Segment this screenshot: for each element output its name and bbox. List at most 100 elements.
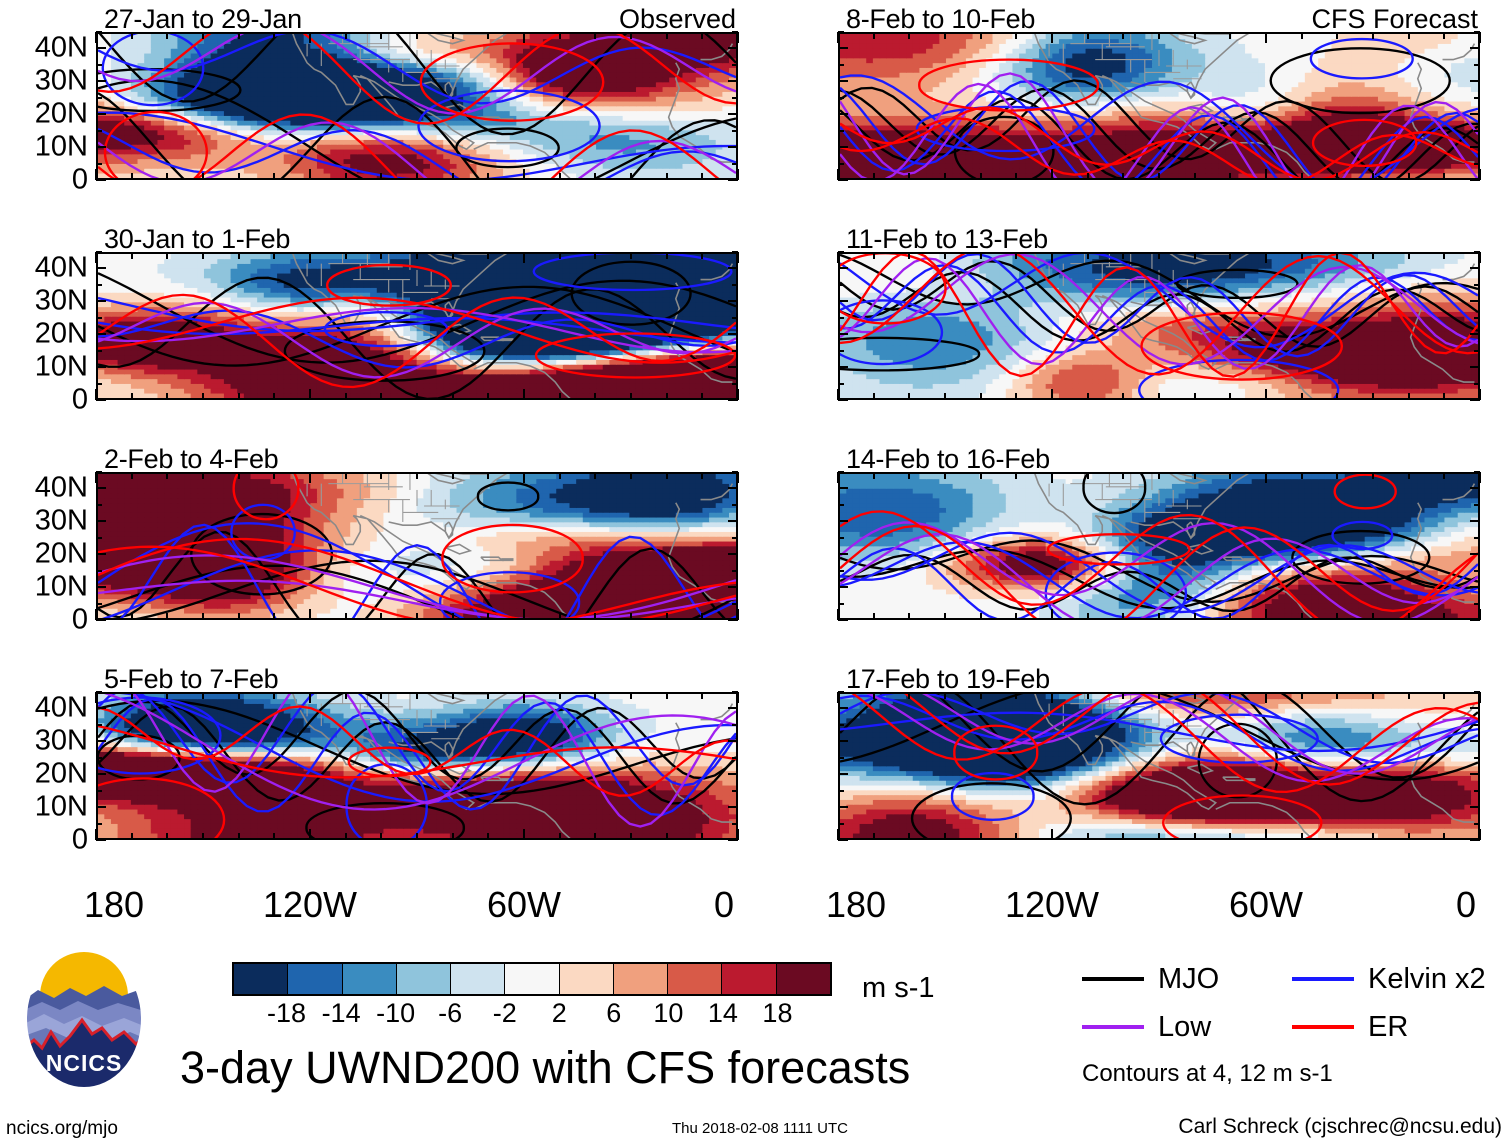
axis-tick-x — [737, 169, 739, 180]
axis-tick-y — [1474, 162, 1480, 165]
contour-legend: MJO Kelvin x2 Low ER Contours at 4, 12 m s-… — [1082, 962, 1502, 1088]
axis-tick-x — [908, 613, 911, 620]
axis-tick-x — [416, 252, 418, 259]
axis-tick-x — [166, 32, 169, 39]
axis-tick-x — [594, 833, 597, 840]
latitude-tick-label: 0 — [72, 384, 88, 417]
axis-tick-x — [630, 252, 632, 259]
axis-tick-x — [1443, 472, 1446, 479]
axis-tick-x — [1122, 32, 1125, 39]
axis-tick-x — [1158, 692, 1160, 699]
axis-tick-x — [594, 252, 597, 259]
axis-tick-x — [451, 833, 454, 840]
axis-tick-x — [523, 252, 525, 263]
axis-tick-x — [1229, 32, 1232, 39]
axis-tick-x — [130, 393, 133, 400]
contour-kelvin-x2 — [98, 111, 736, 178]
axis-tick-x — [95, 169, 97, 180]
axis-tick-y — [728, 267, 738, 270]
axis-tick-y — [1470, 47, 1480, 50]
axis-tick-x — [1265, 32, 1267, 43]
contour-low — [840, 82, 1478, 178]
axis-tick-x — [1265, 472, 1267, 483]
colorbar-swatch — [288, 964, 343, 994]
latitude-tick-label: 20N — [35, 318, 88, 351]
map-canvas-p2 — [96, 252, 738, 400]
axis-tick-y — [728, 80, 738, 83]
axis-tick-x — [737, 389, 739, 400]
contour-closed-er — [347, 746, 432, 778]
axis-tick-x — [1122, 692, 1125, 699]
contour-er — [840, 106, 1478, 178]
axis-tick-x — [380, 472, 383, 479]
contour-closed-mjo — [1291, 529, 1431, 585]
axis-tick-y — [728, 740, 738, 743]
axis-tick-y — [96, 267, 106, 270]
axis-tick-x — [1193, 833, 1196, 840]
axis-tick-y — [96, 382, 102, 385]
axis-tick-x — [1229, 833, 1232, 840]
contour-kelvin-x2 — [119, 523, 706, 618]
axis-tick-x — [130, 472, 133, 479]
map-graphic — [840, 694, 1478, 838]
axis-tick-x — [1372, 173, 1374, 180]
axis-tick-x — [1193, 32, 1196, 39]
axis-tick-y — [838, 839, 848, 841]
axis-tick-x — [701, 393, 704, 400]
axis-tick-x — [558, 393, 561, 400]
axis-tick-x — [737, 252, 739, 263]
axis-tick-y — [1474, 283, 1480, 286]
axis-tick-x — [908, 833, 911, 840]
axis-tick-y — [1474, 756, 1480, 759]
axis-tick-y — [1474, 471, 1480, 473]
contour-closed-kelvin-x2 — [950, 771, 1035, 821]
axis-tick-x — [1265, 169, 1267, 180]
figure-title: 3-day UWND200 with CFS forecasts — [180, 1042, 910, 1094]
axis-tick-y — [1474, 251, 1480, 253]
longitude-tick-label: 0 — [1456, 884, 1476, 926]
axis-tick-y — [728, 520, 738, 523]
axis-tick-y — [1474, 63, 1480, 66]
axis-tick-x — [630, 472, 632, 479]
axis-tick-x — [944, 252, 946, 259]
axis-tick-y — [838, 300, 848, 303]
axis-tick-x — [273, 252, 276, 259]
axis-tick-y — [1470, 773, 1480, 776]
axis-tick-x — [1407, 173, 1410, 180]
axis-tick-x — [1158, 32, 1160, 39]
wave-contours — [98, 34, 736, 178]
contour-closed-er — [953, 724, 1039, 781]
colorbar-tick-labels: -18 -14 -10 -6 -2 2 6 10 14 18 — [232, 998, 832, 1032]
contour-mjo — [98, 699, 736, 796]
axis-tick-y — [838, 586, 848, 589]
axis-tick-x — [1015, 32, 1018, 39]
map-graphic — [98, 694, 736, 838]
contour-closed-er — [840, 254, 947, 325]
axis-tick-x — [665, 613, 668, 620]
contour-low — [98, 121, 736, 178]
axis-tick-y — [96, 333, 106, 336]
map-panel-p8: 17-Feb to 19-Feb — [837, 664, 1481, 841]
contour-closed-kelvin-x2 — [98, 696, 222, 775]
axis-tick-x — [95, 472, 97, 483]
axis-tick-x — [1015, 833, 1018, 840]
map-canvas-p5 — [838, 32, 1480, 180]
axis-tick-y — [1474, 723, 1480, 726]
axis-tick-x — [1086, 833, 1089, 840]
axis-tick-x — [1229, 692, 1232, 699]
axis-tick-y — [838, 47, 848, 50]
footer-website[interactable]: ncics.org/mjo — [6, 1118, 118, 1140]
axis-tick-x — [130, 32, 133, 39]
axis-tick-y — [838, 707, 848, 710]
axis-tick-x — [1372, 393, 1374, 400]
axis-tick-y — [96, 789, 102, 792]
axis-tick-y — [96, 251, 102, 253]
latitude-tick-label: 40N — [35, 252, 88, 285]
map-graphic — [98, 474, 736, 618]
axis-tick-x — [630, 393, 632, 400]
axis-tick-y — [838, 503, 844, 506]
axis-tick-x — [1265, 692, 1267, 703]
axis-tick-x — [837, 692, 839, 703]
axis-tick-x — [979, 472, 982, 479]
contour-closed-er — [534, 332, 736, 379]
